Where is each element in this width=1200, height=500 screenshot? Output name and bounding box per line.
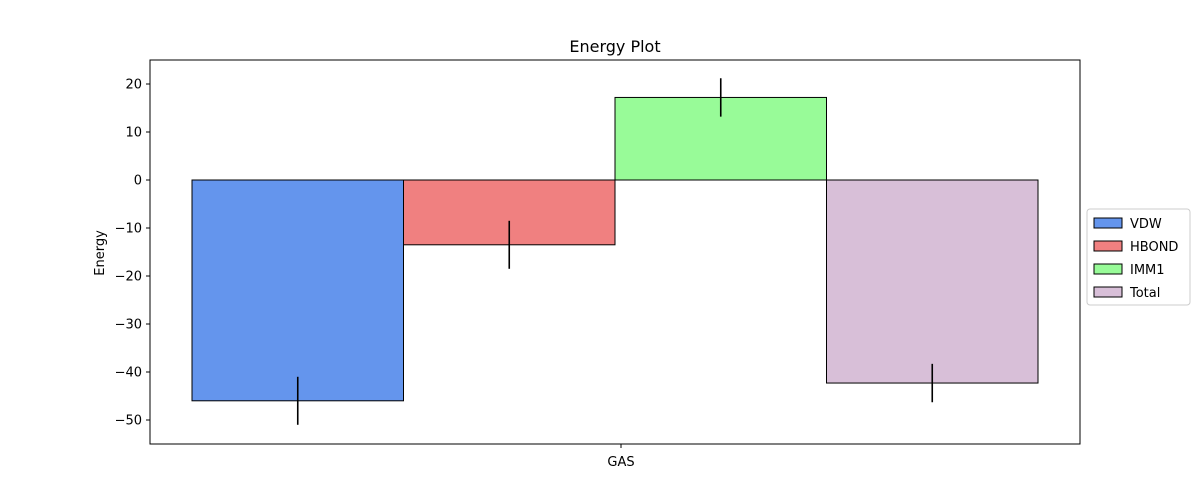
- x-tick-label: GAS: [607, 455, 634, 470]
- y-tick-label: 0: [134, 174, 142, 189]
- bar-total: [826, 179, 1039, 384]
- legend-swatch-total: [1093, 286, 1123, 298]
- bar-vdw: [191, 179, 404, 402]
- error-bars-layer: [296, 78, 934, 425]
- y-tick-label: −50: [115, 414, 142, 429]
- legend-label-hbond: HBOND: [1130, 240, 1178, 255]
- bars-layer: [191, 96, 1039, 402]
- y-tick-label: 20: [125, 78, 142, 93]
- y-tick-label: −10: [115, 222, 142, 237]
- y-tick-label: −30: [115, 318, 142, 333]
- plot-frame: [149, 59, 1081, 445]
- legend-swatch-imm1: [1093, 263, 1123, 275]
- legend-label-vdw: VDW: [1130, 217, 1162, 232]
- y-tick-label: −40: [115, 366, 142, 381]
- y-axis-label: Energy: [93, 230, 108, 276]
- legend-swatch-hbond: [1093, 240, 1123, 252]
- x-axis-ticks: GAS: [607, 444, 635, 470]
- legend-box: [1086, 208, 1191, 306]
- legend-swatch-vdw: [1093, 217, 1123, 229]
- legend: VDW HBOND IMM1 Total: [1086, 208, 1191, 306]
- chart-title: Energy Plot: [569, 37, 660, 56]
- legend-label-imm1: IMM1: [1130, 263, 1165, 278]
- y-tick-label: −20: [115, 270, 142, 285]
- y-axis-ticks: 20 10 0 −10 −20 −30 −40 −50: [115, 78, 150, 429]
- legend-label-total: Total: [1129, 286, 1160, 301]
- y-tick-label: 10: [125, 126, 142, 141]
